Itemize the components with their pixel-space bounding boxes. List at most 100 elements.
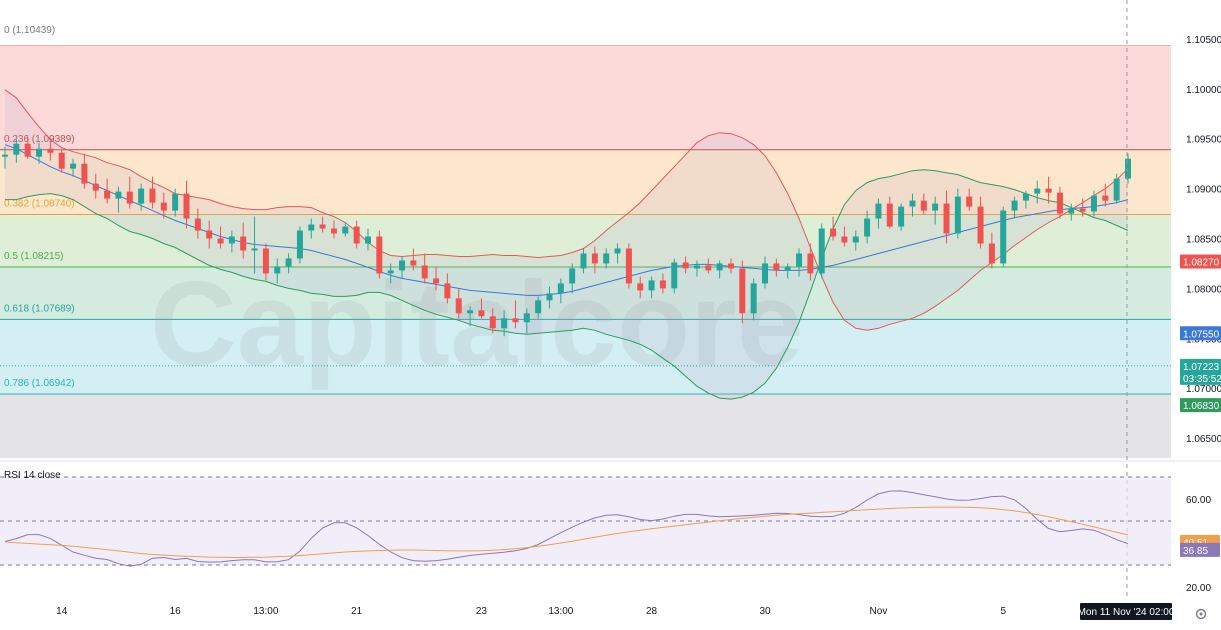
candle[interactable] — [2, 146, 8, 169]
candle[interactable] — [81, 153, 88, 189]
price-axis[interactable]: 1.10500 1.10000 1.09500 1.09000 1.08500 1.080… — [1180, 35, 1221, 445]
candle[interactable] — [115, 186, 122, 213]
candle[interactable] — [988, 232, 995, 269]
candle[interactable] — [920, 193, 927, 215]
candle[interactable] — [138, 183, 145, 211]
candle[interactable] — [1034, 180, 1041, 204]
candle[interactable] — [546, 286, 553, 309]
candle[interactable] — [36, 142, 43, 164]
candle[interactable] — [773, 258, 780, 277]
candle[interactable] — [909, 193, 916, 217]
candle[interactable] — [410, 248, 417, 271]
candle[interactable] — [251, 216, 258, 274]
candle[interactable] — [523, 308, 530, 334]
candle[interactable] — [557, 278, 564, 304]
candle[interactable] — [308, 218, 315, 239]
candle[interactable] — [841, 226, 848, 247]
candle[interactable] — [240, 222, 247, 259]
candle[interactable] — [591, 246, 598, 274]
candle[interactable] — [750, 278, 757, 321]
candle[interactable] — [637, 276, 644, 299]
candle[interactable] — [705, 258, 712, 274]
candle[interactable] — [682, 256, 689, 274]
candle[interactable] — [104, 178, 111, 204]
candle[interactable] — [172, 188, 179, 217]
candle[interactable] — [126, 176, 133, 209]
candle[interactable] — [535, 296, 542, 319]
candle[interactable] — [1000, 206, 1007, 267]
candle[interactable] — [489, 308, 496, 334]
candle[interactable] — [149, 176, 156, 209]
candle[interactable] — [24, 136, 31, 159]
candle[interactable] — [296, 226, 303, 264]
candle[interactable] — [614, 243, 621, 264]
candle[interactable] — [569, 263, 576, 294]
candle[interactable] — [501, 310, 508, 337]
candle[interactable] — [1113, 173, 1120, 204]
candle[interactable] — [1056, 186, 1063, 219]
candle[interactable] — [818, 223, 825, 279]
candle[interactable] — [1022, 190, 1029, 209]
candle[interactable] — [433, 266, 440, 291]
candle[interactable] — [580, 248, 587, 274]
candle[interactable] — [1090, 190, 1097, 217]
candle[interactable] — [330, 220, 337, 239]
candle[interactable] — [739, 260, 746, 324]
candle[interactable] — [830, 216, 837, 241]
candle[interactable] — [183, 180, 190, 229]
candle[interactable] — [659, 273, 666, 294]
candle[interactable] — [693, 260, 700, 277]
candle[interactable] — [262, 243, 269, 281]
candle[interactable] — [455, 288, 462, 319]
candle[interactable] — [194, 208, 201, 239]
candle[interactable] — [1011, 196, 1018, 219]
candle[interactable] — [1068, 203, 1075, 221]
candle[interactable] — [364, 228, 371, 251]
settings-gear-icon[interactable] — [1195, 608, 1207, 620]
candle[interactable] — [796, 248, 803, 277]
candle[interactable] — [13, 138, 20, 163]
candle[interactable] — [1045, 176, 1052, 204]
candle[interactable] — [319, 216, 326, 233]
candle[interactable] — [1125, 153, 1131, 184]
candle[interactable] — [762, 256, 769, 289]
candle[interactable] — [852, 230, 859, 251]
candle[interactable] — [648, 276, 655, 299]
candle[interactable] — [217, 226, 224, 249]
candle[interactable] — [353, 220, 360, 249]
candle[interactable] — [784, 263, 791, 279]
candle[interactable] — [966, 188, 973, 211]
candle[interactable] — [625, 243, 632, 289]
candle[interactable] — [444, 273, 451, 304]
candle[interactable] — [421, 253, 428, 284]
candle[interactable] — [274, 258, 281, 284]
candle[interactable] — [886, 196, 893, 229]
candle[interactable] — [70, 158, 77, 177]
candle[interactable] — [467, 306, 474, 327]
candle[interactable] — [1079, 198, 1086, 217]
candle[interactable] — [92, 173, 99, 199]
candle[interactable] — [898, 203, 905, 231]
candle[interactable] — [671, 258, 678, 294]
candle[interactable] — [1102, 183, 1109, 207]
candle[interactable] — [864, 210, 871, 244]
candle[interactable] — [399, 256, 406, 279]
candle[interactable] — [932, 196, 939, 225]
candle[interactable] — [807, 243, 814, 281]
candle[interactable] — [716, 260, 723, 279]
candle[interactable] — [376, 230, 383, 279]
candle[interactable] — [943, 190, 950, 244]
candle[interactable] — [875, 198, 882, 229]
candle[interactable] — [727, 258, 734, 274]
candle[interactable] — [47, 140, 54, 161]
candle[interactable] — [478, 298, 485, 319]
candle[interactable] — [954, 188, 961, 239]
candle[interactable] — [387, 263, 394, 284]
candle[interactable] — [512, 300, 519, 329]
candle[interactable] — [342, 222, 349, 237]
candle[interactable] — [603, 248, 610, 269]
candle[interactable] — [228, 230, 235, 253]
candle[interactable] — [977, 196, 984, 249]
